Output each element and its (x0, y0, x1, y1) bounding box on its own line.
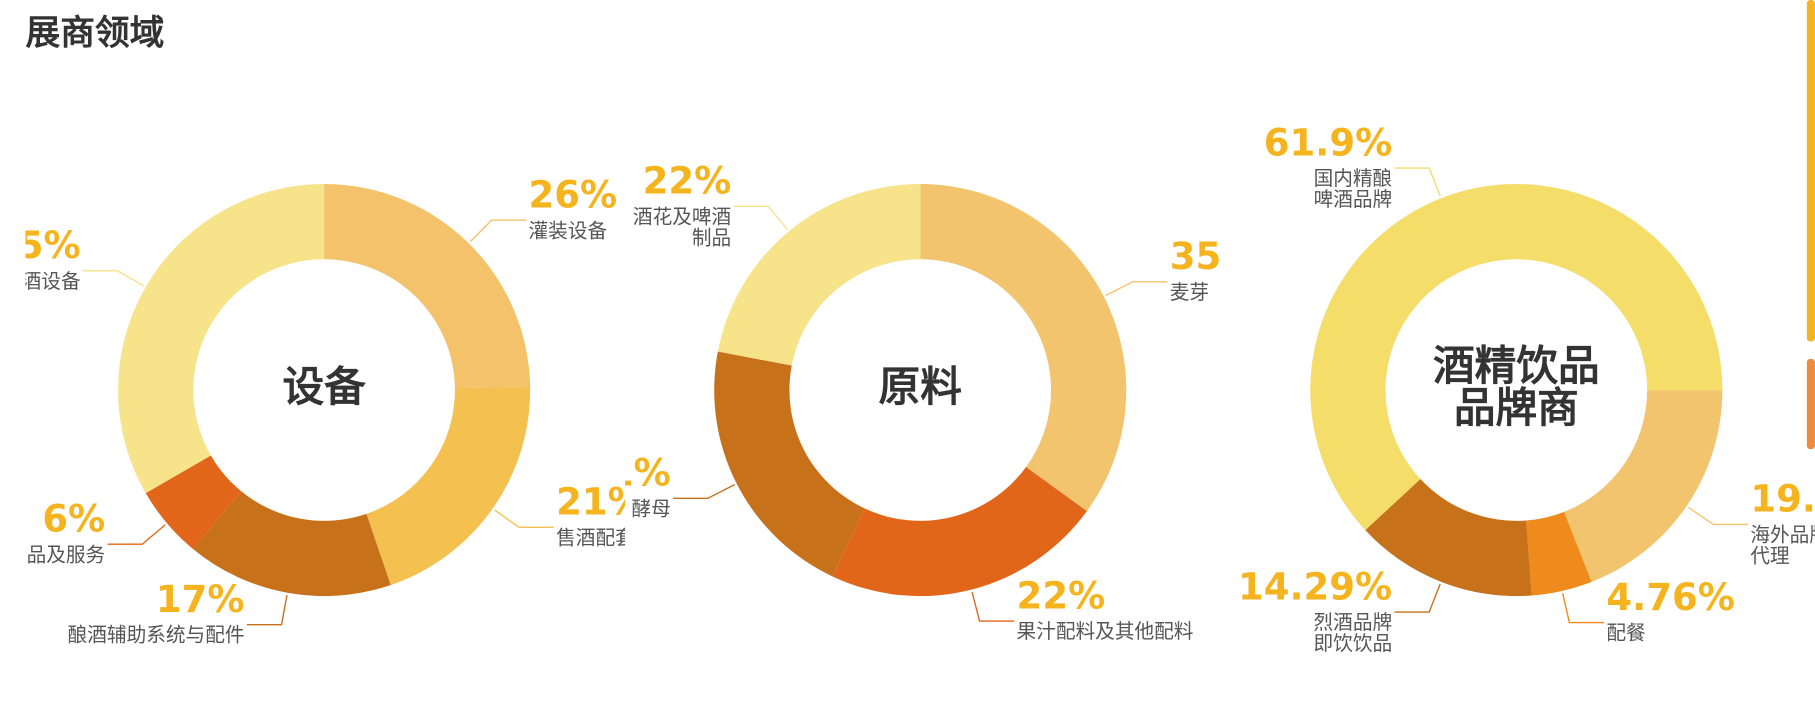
leader-line (1394, 167, 1441, 197)
segment-name: 酿酒辅助系统与配件 (68, 624, 245, 647)
leader-line (1688, 506, 1749, 526)
donut-chart: 26%灌装设备21%售酒配套设备17%酿酒辅助系统与配件6%动力产品及服务35%… (0, 174, 674, 647)
percent-label: 21% (556, 481, 645, 524)
leader-line (494, 509, 554, 529)
segment-name: 酵母 (631, 497, 670, 520)
donut-segment (118, 184, 325, 494)
segment-name: 代理 (1750, 544, 1789, 567)
donut-segment (714, 351, 865, 577)
segment-name: 即饮饮品 (1314, 632, 1393, 655)
percent-label: 19.05% (1750, 478, 1815, 521)
leader-line (1105, 281, 1168, 297)
leader-line (1561, 593, 1605, 624)
donut-segment (145, 455, 242, 550)
donut-segment (193, 491, 391, 597)
percent-label: 21% (582, 452, 671, 495)
percent-label: 4.76% (1606, 576, 1734, 619)
segment-name: 海外品牌 (1750, 523, 1815, 546)
center-label: 品牌商 (1454, 383, 1579, 432)
segment-name: 售酒配套设备 (556, 526, 674, 549)
percent-label: 26% (529, 174, 618, 217)
segment-name: 烈酒品牌 (1314, 611, 1393, 634)
leader-line (673, 484, 735, 500)
leader-line (469, 219, 527, 243)
donut-segment (1564, 390, 1723, 582)
percent-label: 22% (1017, 574, 1106, 617)
percent-label: 22% (643, 160, 732, 203)
side-decoration (1806, 358, 1815, 450)
donut-segment (717, 184, 921, 366)
segment-name: 啤酒品牌 (1314, 188, 1393, 211)
donut-segment (1310, 184, 1723, 531)
segment-name: 麦芽 (1170, 281, 1209, 304)
percent-label: 14.29% (1238, 565, 1392, 608)
donut-segment (366, 386, 531, 586)
center-label: 酒精饮品 (1433, 341, 1600, 390)
segment-name: 制品 (692, 226, 731, 249)
percent-label: 61.9% (1264, 121, 1392, 164)
leader-line (971, 591, 1015, 622)
side-decoration (1806, 0, 1815, 342)
segment-name: 灌装设备 (529, 219, 608, 242)
donut-segment (832, 466, 1087, 597)
segment-name: 果汁配料及其他配料 (1017, 620, 1194, 643)
donut-segment (324, 184, 531, 389)
percent-label: 35% (1170, 235, 1259, 278)
donut-segment (1526, 511, 1592, 596)
leader-line (107, 524, 166, 545)
segment-name: 配餐 (1606, 622, 1645, 645)
donut-segment (1365, 479, 1532, 597)
donut-segment (920, 184, 1127, 512)
segment-name: 酒花及啤酒 (633, 205, 731, 228)
leader-line (82, 270, 145, 287)
percent-label: 17% (156, 578, 245, 621)
page-title: 展商领域 (26, 14, 165, 54)
center-label: 原料 (879, 362, 962, 411)
leader-line (1394, 583, 1441, 613)
segment-name: 动力产品及服务 (0, 543, 105, 566)
leader-line (246, 594, 288, 626)
percent-label: 6% (42, 498, 105, 541)
percent-label: 35% (0, 224, 81, 267)
segment-name: 国内精酿 (1314, 167, 1393, 190)
segment-name: 酿酒设备 (2, 270, 81, 293)
leader-line (733, 205, 788, 230)
center-label: 设备 (282, 362, 366, 411)
